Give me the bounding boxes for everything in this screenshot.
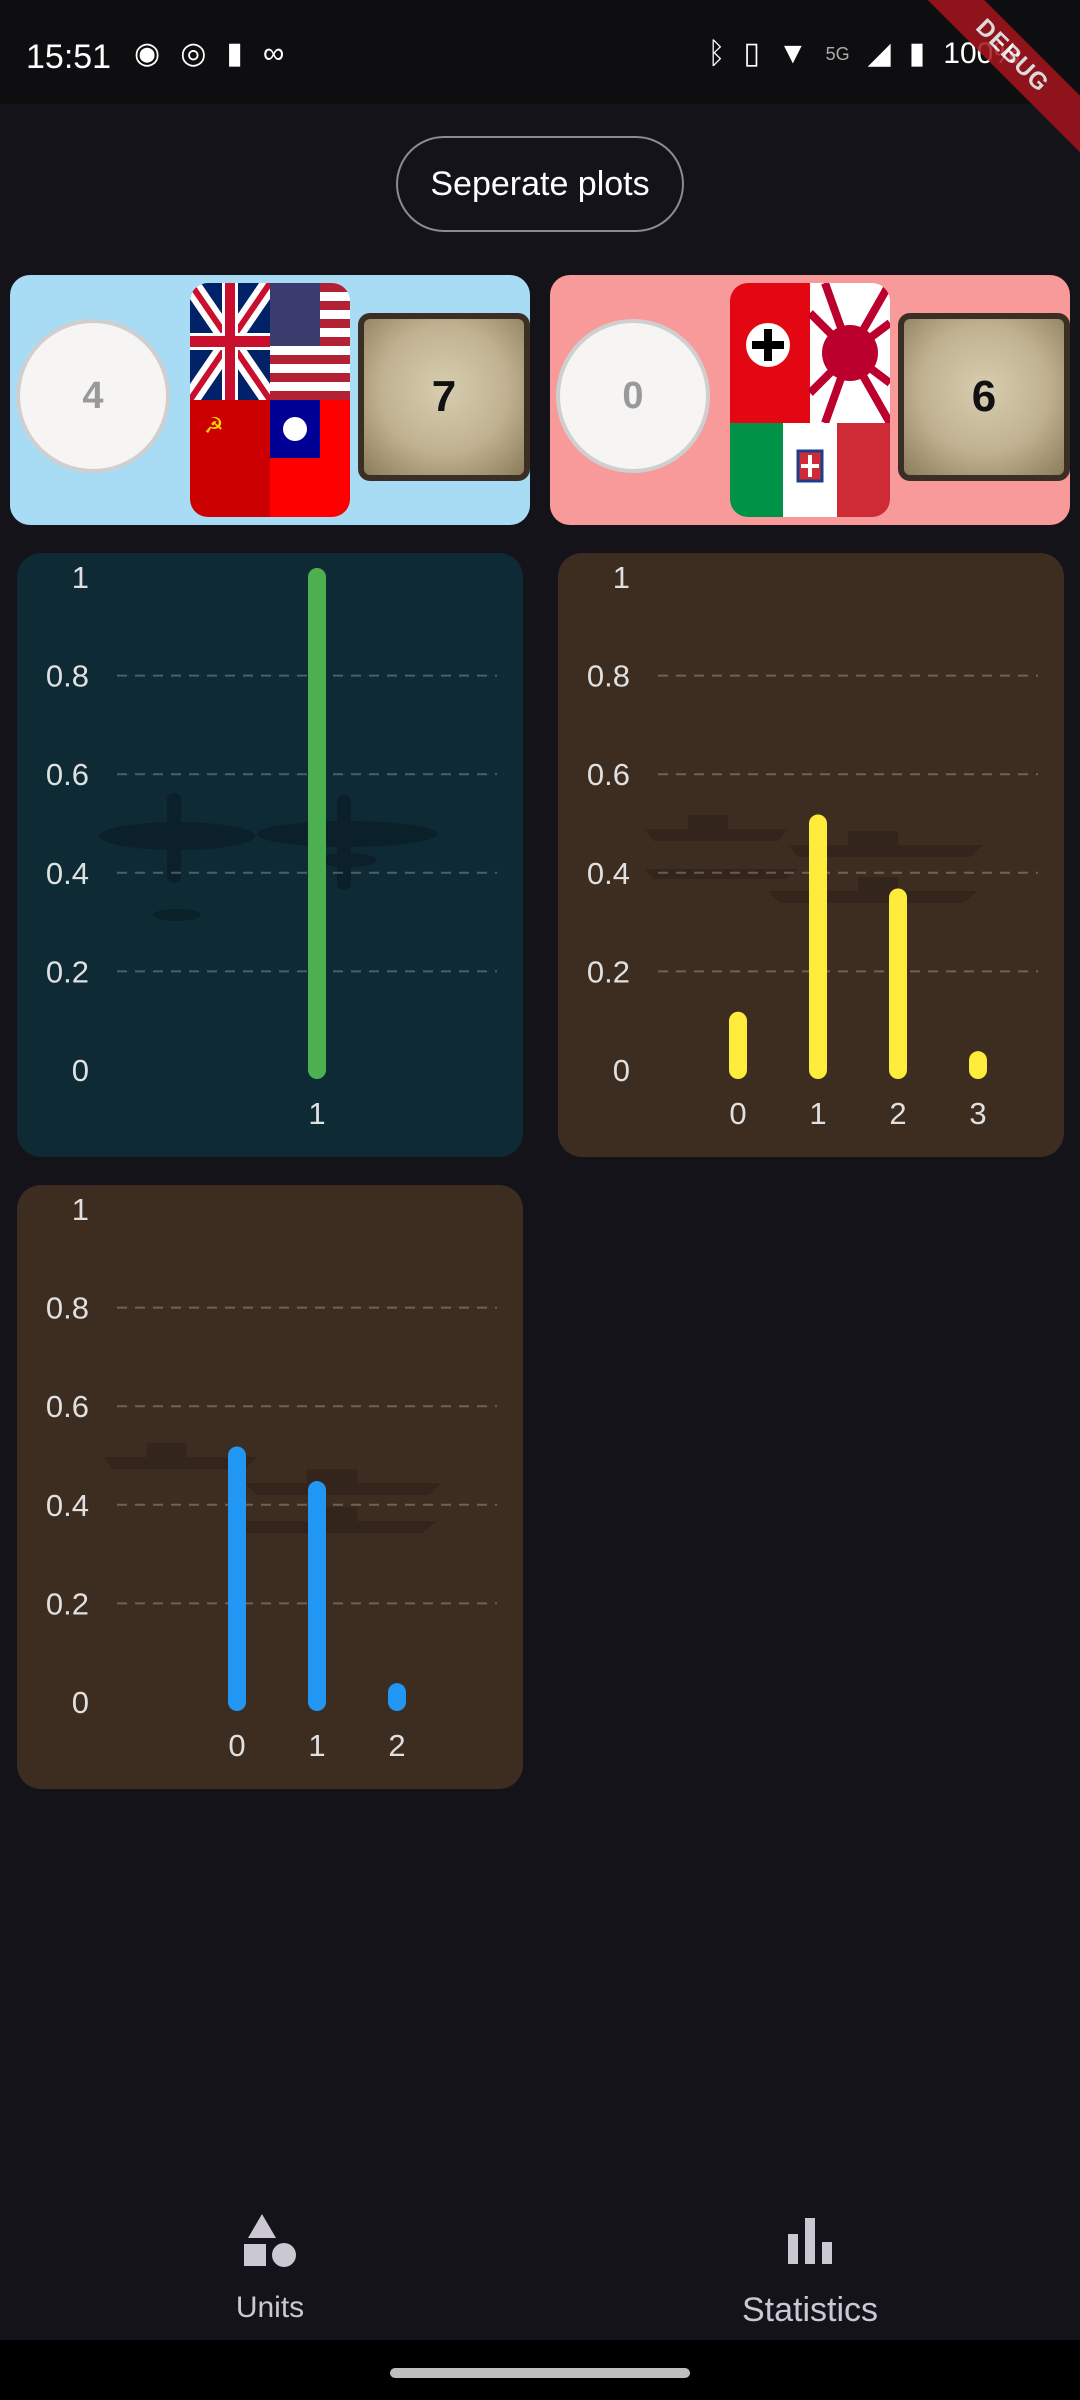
y-tick-label: 0.8 [46, 1291, 89, 1326]
y-tick-label: 0.6 [587, 757, 630, 792]
y-tick-label: 1 [72, 560, 89, 595]
y-tick-label: 0.4 [587, 856, 630, 891]
y-tick-label: 1 [72, 1192, 89, 1227]
axis-score: 0 [622, 374, 644, 417]
chart-bar[interactable] [228, 1446, 246, 1712]
bottom-navigation: Units Statistics [0, 2160, 1080, 2340]
chart-bar[interactable] [308, 1481, 326, 1711]
battery-icon: ▮ [908, 37, 926, 70]
bar-chart-icon [788, 2218, 832, 2264]
x-tick-label: 0 [228, 1728, 245, 1763]
axis-team-card[interactable]: 0 [550, 275, 1070, 525]
x-tick-label: 3 [969, 1096, 986, 1131]
svg-text:☭: ☭ [204, 413, 224, 438]
status-bar: 15:51 ◉ ◎ ▮ ∞ ᛒ ▯ ▼ 5G ◢ ▮ 100% [0, 0, 1080, 104]
y-tick-label: 0.8 [587, 659, 630, 694]
allies-unit-count: 7 [431, 372, 457, 421]
nav-statistics-label: Statistics [741, 2291, 879, 2329]
shapes-icon [244, 2214, 296, 2267]
y-tick-label: 0.2 [46, 954, 89, 989]
sea-plot-chart-2: 1 0.8 0.6 0.4 0.2 0 0 1 2 [46, 1192, 497, 1763]
y-tick-label: 0 [613, 1053, 630, 1088]
nav-units-tab[interactable]: Units [0, 2212, 540, 2325]
y-tick-label: 0.2 [587, 954, 630, 989]
allies-score: 4 [82, 374, 104, 417]
gesture-bar [0, 2340, 1080, 2400]
air-plot-chart: 1 0.8 0.6 0.4 0.2 0 1 [46, 560, 497, 1131]
y-tick-label: 0.6 [46, 757, 89, 792]
ship-silhouette-icon [103, 1443, 442, 1533]
vibrate-icon: ▯ [743, 37, 760, 70]
x-tick-label: 2 [388, 1728, 405, 1763]
allies-team-card[interactable]: 4 ☭ [10, 275, 530, 525]
y-tick-label: 0.8 [46, 659, 89, 694]
network-type: 5G [825, 44, 850, 64]
y-tick-label: 0.2 [46, 1586, 89, 1621]
air-plot-panel: 1 0.8 0.6 0.4 0.2 0 1 [17, 553, 523, 1157]
y-tick-label: 0.4 [46, 856, 89, 891]
battery-saver-icon: ▮ [226, 37, 243, 70]
axis-flags-icon [730, 283, 890, 517]
y-tick-label: 0.4 [46, 1488, 89, 1523]
link-icon: ∞ [262, 37, 285, 70]
home-gesture-handle[interactable] [390, 2368, 690, 2378]
x-tick-label: 1 [308, 1096, 325, 1131]
allies-unit-count-badge: 7 [358, 313, 530, 481]
separate-plots-label: Seperate plots [430, 164, 650, 203]
status-left-icons: ◉ ◎ ▮ ∞ [134, 36, 284, 72]
wifi-icon: ▼ [777, 37, 808, 70]
allies-score-circle: 4 [16, 319, 170, 473]
mask-icon: ◉ [134, 37, 161, 70]
x-tick-label: 1 [308, 1728, 325, 1763]
y-tick-label: 0 [72, 1685, 89, 1720]
y-tick-label: 0.6 [46, 1389, 89, 1424]
plane-silhouette-icon [99, 793, 437, 921]
chart-bar[interactable] [969, 1051, 987, 1079]
y-tick-label: 0 [72, 1053, 89, 1088]
chart-bar[interactable] [388, 1683, 406, 1711]
status-right-icons: ᛒ ▯ ▼ 5G ◢ ▮ 100% [707, 36, 1020, 72]
sea-plot-chart-1: 1 0.8 0.6 0.4 0.2 0 0 1 2 3 [587, 560, 1038, 1131]
axis-unit-count: 6 [971, 372, 997, 421]
separate-plots-button[interactable]: Seperate plots [396, 136, 684, 232]
axis-score-circle: 0 [556, 319, 710, 473]
x-tick-label: 0 [729, 1096, 746, 1131]
chart-bar[interactable] [889, 888, 907, 1079]
status-time: 15:51 [26, 38, 112, 76]
allies-flags-icon: ☭ [190, 283, 350, 517]
nav-units-label: Units [235, 2291, 305, 2324]
spotify-icon: ◎ [180, 37, 207, 70]
chart-bar[interactable] [308, 568, 326, 1079]
chart-bar[interactable] [729, 1011, 747, 1079]
sea-plot-panel-2: 1 0.8 0.6 0.4 0.2 0 0 1 2 [17, 1185, 523, 1789]
battery-percent: 100% [943, 37, 1020, 70]
bluetooth-icon: ᛒ [707, 37, 726, 70]
chart-bar[interactable] [809, 814, 827, 1080]
signal-icon: ◢ [867, 37, 891, 70]
x-tick-label: 2 [889, 1096, 906, 1131]
y-tick-label: 1 [613, 560, 630, 595]
axis-unit-count-badge: 6 [898, 313, 1070, 481]
nav-statistics-tab[interactable]: Statistics [540, 2212, 1080, 2330]
sea-plot-panel-1: 1 0.8 0.6 0.4 0.2 0 0 1 2 3 [558, 553, 1064, 1157]
x-tick-label: 1 [809, 1096, 826, 1131]
